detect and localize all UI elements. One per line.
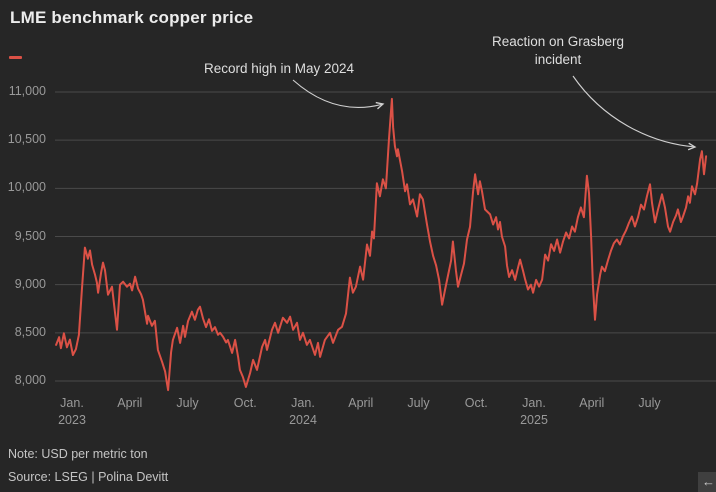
y-tick-label: 8,500 (14, 324, 46, 339)
annotation-record-high: Record high in May 2024 (203, 61, 355, 76)
x-tick-label: Oct. (233, 396, 257, 410)
grasberg-arrow (572, 75, 697, 151)
y-tick-label: 8,000 (14, 373, 46, 387)
annotation-grasberg: Reaction on Grasberg incident (491, 34, 625, 67)
x-tick-year-label: 2024 (289, 413, 317, 427)
y-tick-label: 11,000 (8, 84, 46, 98)
series-legend-dash-icon (9, 56, 22, 59)
y-tick-label: 9,000 (14, 276, 46, 291)
scroll-left-button[interactable]: ← (698, 472, 716, 492)
x-tick-label: April (348, 396, 374, 410)
y-tick-label: 10,500 (7, 132, 46, 147)
price-line-series (55, 97, 708, 392)
gridlines (55, 91, 716, 382)
x-tick-label: April (117, 396, 143, 410)
x-tick-label: July (407, 396, 430, 410)
x-tick-label: Jan. (291, 396, 315, 410)
x-tick-label: Jan. (60, 396, 84, 410)
page-title: LME benchmark copper price (10, 8, 254, 27)
x-tick-label: July (638, 396, 661, 410)
source-credit: Source: LSEG | Polina Devitt (8, 470, 169, 484)
x-tick-year-label: 2023 (58, 413, 86, 427)
x-tick-label: Oct. (464, 396, 488, 410)
x-tick-label: July (176, 396, 199, 410)
x-tick-year-label: 2025 (520, 413, 548, 427)
x-tick-label: Jan. (522, 396, 546, 410)
x-tick-label: April (579, 396, 605, 410)
y-tick-label: 10,000 (7, 180, 46, 195)
footnote: Note: USD per metric ton (8, 447, 148, 461)
y-tick-label: 9,500 (14, 228, 46, 243)
record-high-arrow (292, 79, 385, 110)
